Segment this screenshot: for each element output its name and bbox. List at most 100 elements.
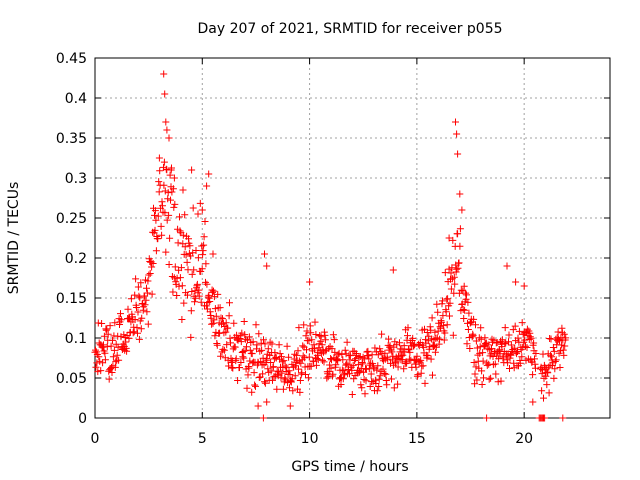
data-point — [278, 353, 285, 361]
data-point — [341, 346, 349, 354]
data-point — [243, 384, 251, 392]
data-point — [180, 299, 188, 307]
data-point — [174, 239, 182, 247]
data-point — [481, 334, 489, 342]
data-point — [148, 263, 156, 271]
data-point — [263, 398, 271, 406]
data-point — [117, 316, 125, 324]
data-point — [550, 374, 558, 382]
data-point — [202, 302, 210, 310]
data-point — [312, 361, 320, 369]
data-point — [151, 226, 159, 234]
data-point — [203, 280, 211, 288]
data-point — [483, 414, 491, 422]
data-point — [155, 154, 163, 162]
data-point — [95, 353, 103, 361]
data-point — [556, 364, 564, 371]
data-point — [141, 301, 149, 309]
data-point — [202, 260, 210, 268]
data-point — [518, 319, 526, 327]
data-point — [417, 369, 425, 377]
data-point — [197, 298, 205, 306]
data-point — [529, 371, 537, 379]
data-point — [156, 167, 164, 175]
data-point — [101, 349, 109, 357]
data-point — [96, 357, 104, 365]
data-point — [275, 368, 283, 376]
data-point — [492, 370, 500, 378]
data-point — [560, 330, 568, 338]
data-point — [154, 212, 162, 220]
data-point — [454, 230, 462, 238]
y-tick-label: 0.05 — [56, 371, 87, 387]
data-point — [382, 370, 390, 378]
data-point — [179, 186, 187, 194]
data-point — [452, 118, 459, 126]
data-point — [463, 291, 470, 299]
data-point — [264, 345, 272, 353]
data-point — [133, 304, 140, 311]
data-point — [222, 319, 230, 327]
data-point — [503, 262, 511, 270]
data-point — [516, 359, 524, 367]
data-point — [456, 190, 464, 198]
data-point — [227, 339, 234, 347]
data-point — [319, 356, 326, 364]
y-tick-label: 0.4 — [65, 91, 87, 107]
data-point — [424, 352, 432, 360]
data-point — [412, 363, 420, 371]
data-point — [366, 383, 374, 390]
data-point — [479, 349, 487, 357]
data-point — [458, 206, 466, 214]
data-point — [327, 364, 335, 372]
data-point — [518, 353, 526, 361]
data-point — [306, 278, 314, 286]
data-point — [256, 347, 264, 355]
data-point — [433, 300, 441, 308]
data-point — [212, 312, 220, 320]
data-point — [542, 372, 550, 380]
data-point — [127, 295, 135, 303]
data-point — [130, 328, 138, 336]
data-point — [459, 306, 467, 313]
y-tick-label: 0.35 — [56, 131, 87, 147]
x-tick-label: 5 — [198, 431, 207, 447]
data-point — [470, 359, 478, 366]
data-point — [405, 355, 413, 363]
data-point — [178, 282, 186, 290]
data-point — [209, 319, 217, 327]
data-point — [288, 375, 296, 383]
data-point — [171, 263, 179, 271]
data-point — [149, 260, 157, 267]
data-point — [192, 294, 200, 302]
data-point — [283, 342, 291, 350]
data-point — [300, 321, 308, 329]
data-point — [559, 414, 567, 422]
data-point — [135, 335, 143, 343]
data-point — [404, 324, 412, 332]
plot-frame — [94, 57, 611, 419]
data-point — [131, 291, 139, 299]
data-point — [343, 360, 351, 368]
data-point — [160, 181, 168, 189]
data-point — [170, 203, 178, 211]
data-point — [314, 356, 322, 364]
data-point — [164, 189, 172, 197]
data-point — [299, 342, 307, 350]
data-point — [253, 341, 261, 349]
data-point — [165, 261, 173, 268]
data-point — [362, 377, 370, 385]
data-point — [296, 388, 304, 396]
data-point — [439, 297, 446, 305]
data-point — [151, 207, 159, 215]
data-point — [209, 288, 216, 296]
data-point — [280, 357, 288, 365]
data-point — [188, 270, 196, 278]
data-point — [486, 346, 494, 354]
data-point — [200, 233, 208, 241]
data-point — [501, 340, 509, 348]
data-point — [286, 371, 294, 378]
data-point — [111, 319, 119, 327]
data-point — [367, 370, 375, 378]
data-point — [520, 282, 528, 290]
